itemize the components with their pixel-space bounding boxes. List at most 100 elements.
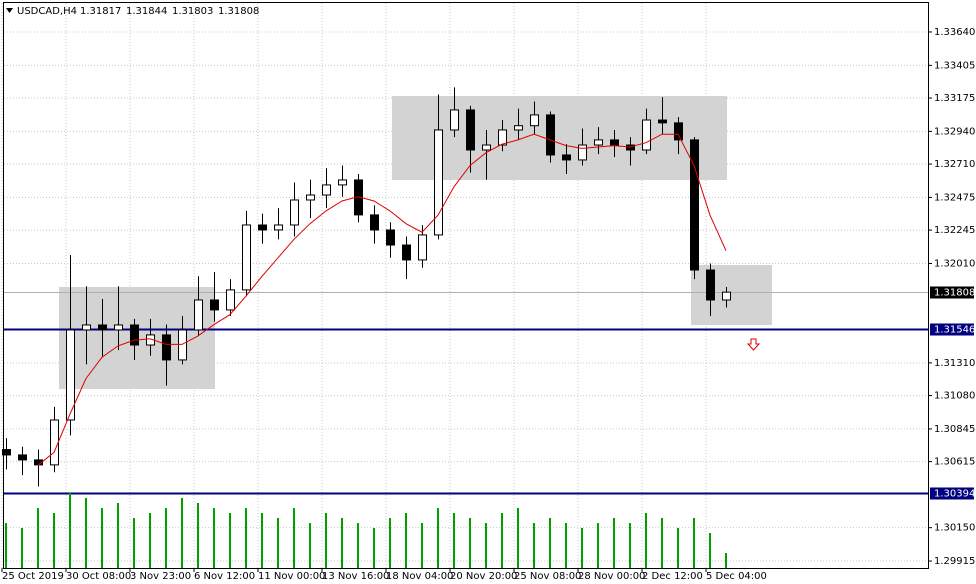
- x-tick-label: 3 Nov 23:00: [130, 571, 191, 582]
- candle-body: [498, 129, 507, 146]
- quote-value: 1.31803: [172, 6, 213, 17]
- volume-bar: [309, 523, 311, 568]
- candle-body: [82, 324, 91, 331]
- candle-body: [242, 224, 251, 291]
- x-tick-label: 30 Oct 08:00: [66, 571, 131, 582]
- candle-body: [18, 454, 27, 461]
- candle-body: [338, 179, 347, 186]
- candle-body: [322, 184, 331, 196]
- y-tick-label: 1.30150: [934, 523, 975, 534]
- volume-bar: [693, 518, 695, 568]
- volume-bar: [85, 498, 87, 568]
- x-tick-label: 11 Nov 00:00: [258, 571, 325, 582]
- volume-bar: [101, 508, 103, 568]
- candle-body: [226, 289, 235, 311]
- candle-body: [178, 329, 187, 361]
- volume-bar: [389, 518, 391, 568]
- y-tick-label: 1.32940: [934, 126, 975, 137]
- candle-body: [610, 139, 619, 146]
- volume-bar: [725, 553, 727, 568]
- candle-body: [450, 109, 459, 131]
- candle-body: [530, 114, 539, 127]
- candle-body: [578, 144, 587, 161]
- candle-body: [546, 114, 555, 156]
- y-tick-label: 1.32710: [934, 159, 975, 170]
- candle-body: [626, 144, 635, 151]
- candle-body: [642, 119, 651, 151]
- x-tick-label: 28 Nov 00:00: [578, 571, 645, 582]
- volume-bar: [549, 518, 551, 568]
- x-tick-label: 2 Dec 12:00: [642, 571, 703, 582]
- candle-body: [386, 229, 395, 246]
- volume-bar: [533, 523, 535, 568]
- candle-body: [594, 139, 603, 146]
- candle-body: [674, 122, 683, 141]
- volume-bar: [229, 513, 231, 568]
- x-tick-label: 20 Nov 20:00: [450, 571, 517, 582]
- volume-bar: [709, 533, 711, 568]
- volume-bar: [37, 508, 39, 568]
- volume-bar: [53, 513, 55, 568]
- y-tick-label: 1.33175: [934, 93, 975, 104]
- candle-body: [130, 324, 139, 346]
- plot-frame: [3, 2, 929, 569]
- quote-value: 1.31844: [126, 6, 167, 17]
- candle-body: [274, 224, 283, 231]
- x-tick-label: 13 Nov 16:00: [322, 571, 389, 582]
- volume-bar: [517, 508, 519, 568]
- volume-bar: [453, 513, 455, 568]
- y-tick-label: 1.31080: [934, 391, 975, 402]
- volume-bar: [149, 513, 151, 568]
- volume-bar: [277, 518, 279, 568]
- x-tick-label: 25 Oct 2019: [2, 571, 64, 582]
- level-label: 1.31546: [934, 325, 975, 336]
- volume-bar: [261, 513, 263, 568]
- volume-bar: [565, 523, 567, 568]
- volume-bar: [677, 528, 679, 568]
- volume-bar: [661, 518, 663, 568]
- price-label: 1.31808: [934, 288, 975, 299]
- x-tick-label: 18 Nov 04:00: [386, 571, 453, 582]
- candle-body: [402, 244, 411, 261]
- volume-bar: [165, 508, 167, 568]
- y-tick-label: 1.33640: [934, 27, 975, 38]
- volume-bar: [501, 513, 503, 568]
- y-tick-label: 1.29915: [934, 556, 975, 567]
- volume-bar: [597, 523, 599, 568]
- x-tick-label: 25 Nov 08:00: [514, 571, 581, 582]
- volume-bar: [325, 513, 327, 568]
- y-tick-label: 1.30615: [934, 457, 975, 468]
- volume-bar: [469, 518, 471, 568]
- candle-body: [306, 194, 315, 201]
- candle-body: [466, 109, 475, 151]
- quote-value: 1.31808: [218, 6, 259, 17]
- sell-arrow: [746, 338, 761, 351]
- candle-body: [722, 291, 731, 301]
- volume-bar: [581, 528, 583, 568]
- volume-bar: [213, 508, 215, 568]
- level-label: 1.30394: [934, 489, 975, 500]
- x-tick-label: 6 Nov 12:00: [194, 571, 255, 582]
- y-tick-label: 1.32475: [934, 192, 975, 203]
- candle-body: [706, 269, 715, 301]
- volume-bar: [373, 528, 375, 568]
- volume-bar: [341, 518, 343, 568]
- symbol: USDCAD,H4: [17, 6, 77, 17]
- candle-body: [66, 329, 75, 421]
- volume-bar: [421, 523, 423, 568]
- quote-value: 1.31817: [80, 6, 121, 17]
- volume-bar: [5, 523, 7, 568]
- menu-icon: [6, 8, 13, 13]
- volume-bar: [293, 508, 295, 568]
- marks: [2, 87, 928, 568]
- volume-bar: [117, 503, 119, 568]
- level-label-box: [930, 323, 974, 336]
- moving-average: [37, 133, 727, 466]
- volume-bar: [485, 523, 487, 568]
- x-tick-label: 5 Dec 04:00: [706, 571, 767, 582]
- level-label-box: [930, 487, 974, 500]
- quote: 1.31817 1.31844 1.31803 1.31808: [80, 6, 259, 17]
- y-tick-label: 1.32245: [934, 225, 975, 236]
- candle-body: [658, 119, 667, 124]
